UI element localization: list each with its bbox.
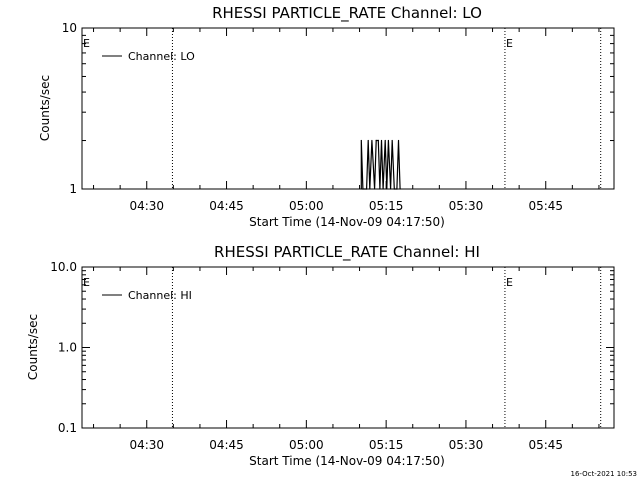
legend-label: Channel: LO [128,50,195,63]
chart-panel-lo: RHESSI PARTICLE_RATE Channel: LO Counts/… [38,4,615,229]
data-point [377,139,379,142]
data-point [369,188,371,190]
y-tick-label: 0.1 [58,421,77,435]
data-point [391,139,393,142]
x-tick-label: 04:30 [129,438,164,452]
x-tick-label: 05:45 [528,199,563,213]
plot-frame [81,27,615,190]
data-point [362,188,364,190]
y-tick-label: 10.0 [50,260,77,274]
data-point [360,188,362,190]
data-point [375,139,377,142]
data-point [379,188,381,190]
data-point [389,188,392,190]
x-tick-label: 04:30 [129,199,164,213]
x-axis-label: Start Time (14-Nov-09 04:17:50) [249,454,445,468]
data-point [371,139,373,142]
y-tick-label: 1 [69,182,77,196]
data-point [396,188,398,190]
y-tick-label: 10 [62,21,77,35]
chart-panel-hi: RHESSI PARTICLE_RATE Channel: HI Counts/… [26,243,615,468]
series-line [360,139,401,190]
x-tick-label: 05:30 [449,199,484,213]
data-point [387,139,390,142]
x-axis-label: Start Time (14-Nov-09 04:17:50) [249,215,445,229]
data-point [393,188,395,190]
data-point [384,139,386,142]
x-tick-label: 05:15 [369,199,404,213]
x-tick-label: 05:45 [528,438,563,452]
event-marker-label: E [506,37,513,50]
data-point [360,139,362,142]
y-axis-label: Counts/sec [38,75,52,141]
x-tick-label: 05:00 [289,438,324,452]
data-point [399,188,401,190]
data-point [397,139,400,142]
event-marker-label: E [83,276,90,289]
chart-title: RHESSI PARTICLE_RATE Channel: LO [212,4,482,23]
data-point [386,188,388,190]
x-tick-label: 05:00 [289,199,324,213]
timestamp: 16-Oct-2021 10:53 [571,470,637,478]
data-point [380,139,383,142]
x-tick-label: 05:30 [449,438,484,452]
x-tick-label: 04:45 [209,438,244,452]
event-marker-label: E [83,37,90,50]
data-point [366,188,368,190]
data-point [374,188,376,190]
x-tick-label: 05:15 [369,438,404,452]
event-marker-label: E [506,276,513,289]
data-point [382,188,384,190]
x-tick-label: 04:45 [209,199,244,213]
y-tick-label: 1.0 [58,341,77,355]
chart-title: RHESSI PARTICLE_RATE Channel: HI [214,243,480,262]
legend-label: Channel: HI [128,289,192,302]
y-axis-label: Counts/sec [26,314,40,380]
data-point [367,139,369,142]
